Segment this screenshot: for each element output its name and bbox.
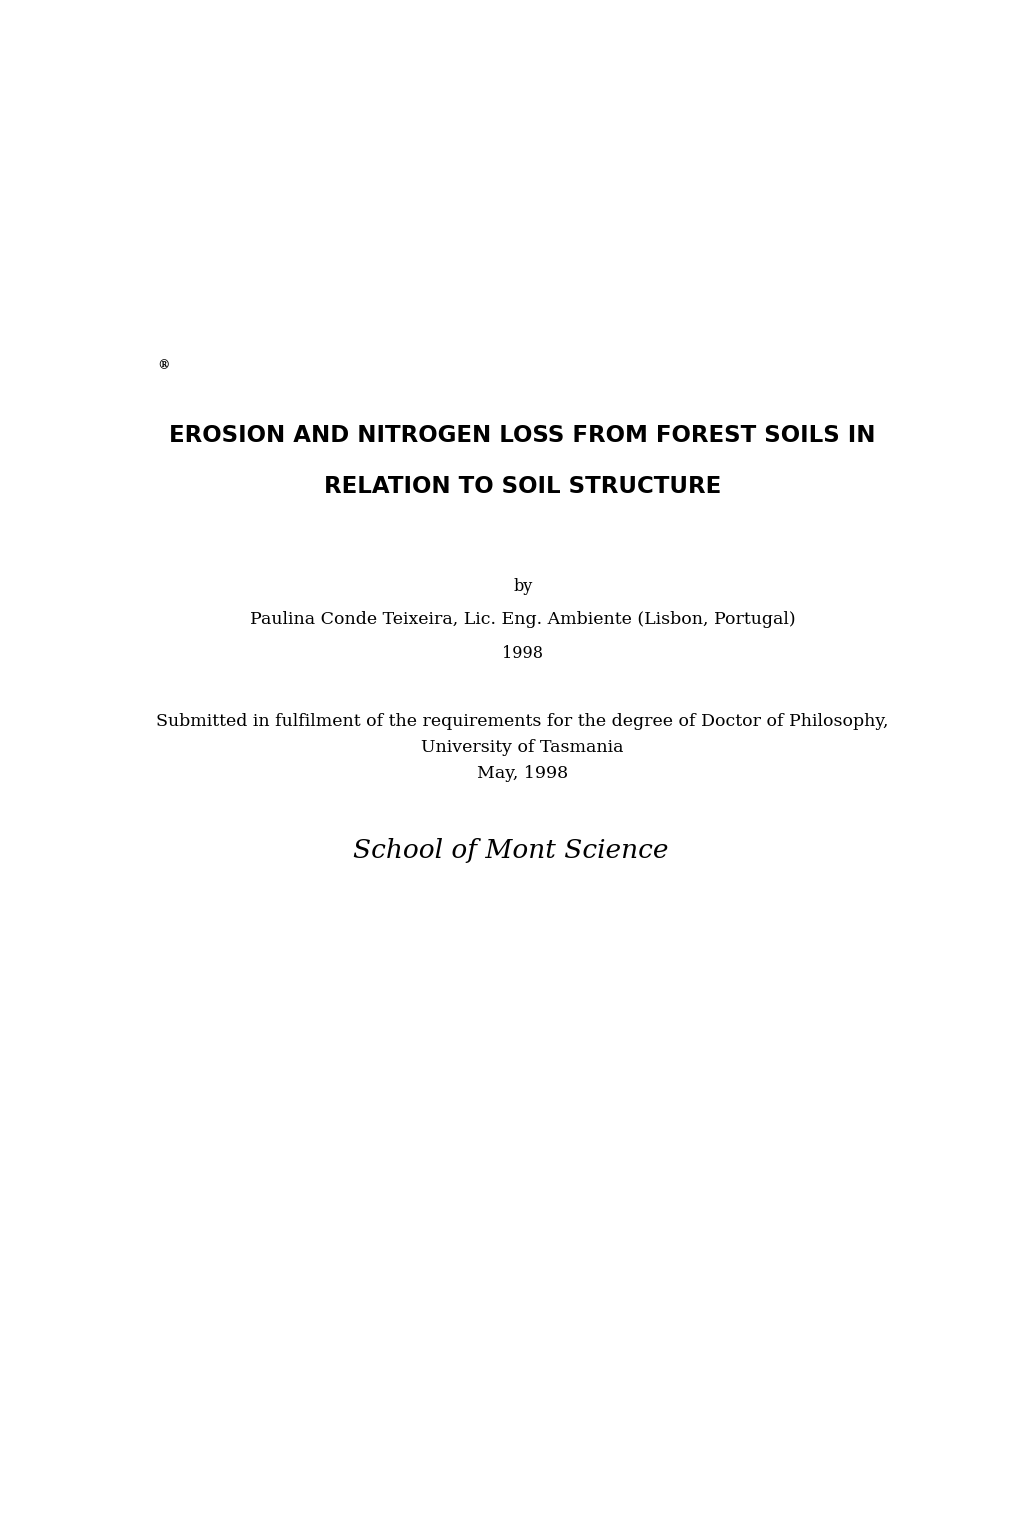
Text: School of Mont Science: School of Mont Science <box>353 837 667 863</box>
Text: ®: ® <box>157 359 170 371</box>
Text: University of Tasmania: University of Tasmania <box>421 740 624 756</box>
Text: RELATION TO SOIL STRUCTURE: RELATION TO SOIL STRUCTURE <box>324 475 720 498</box>
Text: by: by <box>513 578 532 595</box>
Text: May, 1998: May, 1998 <box>477 764 568 782</box>
Text: Submitted in fulfilment of the requirements for the degree of Doctor of Philosop: Submitted in fulfilment of the requireme… <box>156 714 889 731</box>
Text: 1998: 1998 <box>501 645 543 662</box>
Text: Paulina Conde Teixeira, Lic. Eng. Ambiente (Lisbon, Portugal): Paulina Conde Teixeira, Lic. Eng. Ambien… <box>250 612 795 629</box>
Text: EROSION AND NITROGEN LOSS FROM FOREST SOILS IN: EROSION AND NITROGEN LOSS FROM FOREST SO… <box>169 423 875 446</box>
